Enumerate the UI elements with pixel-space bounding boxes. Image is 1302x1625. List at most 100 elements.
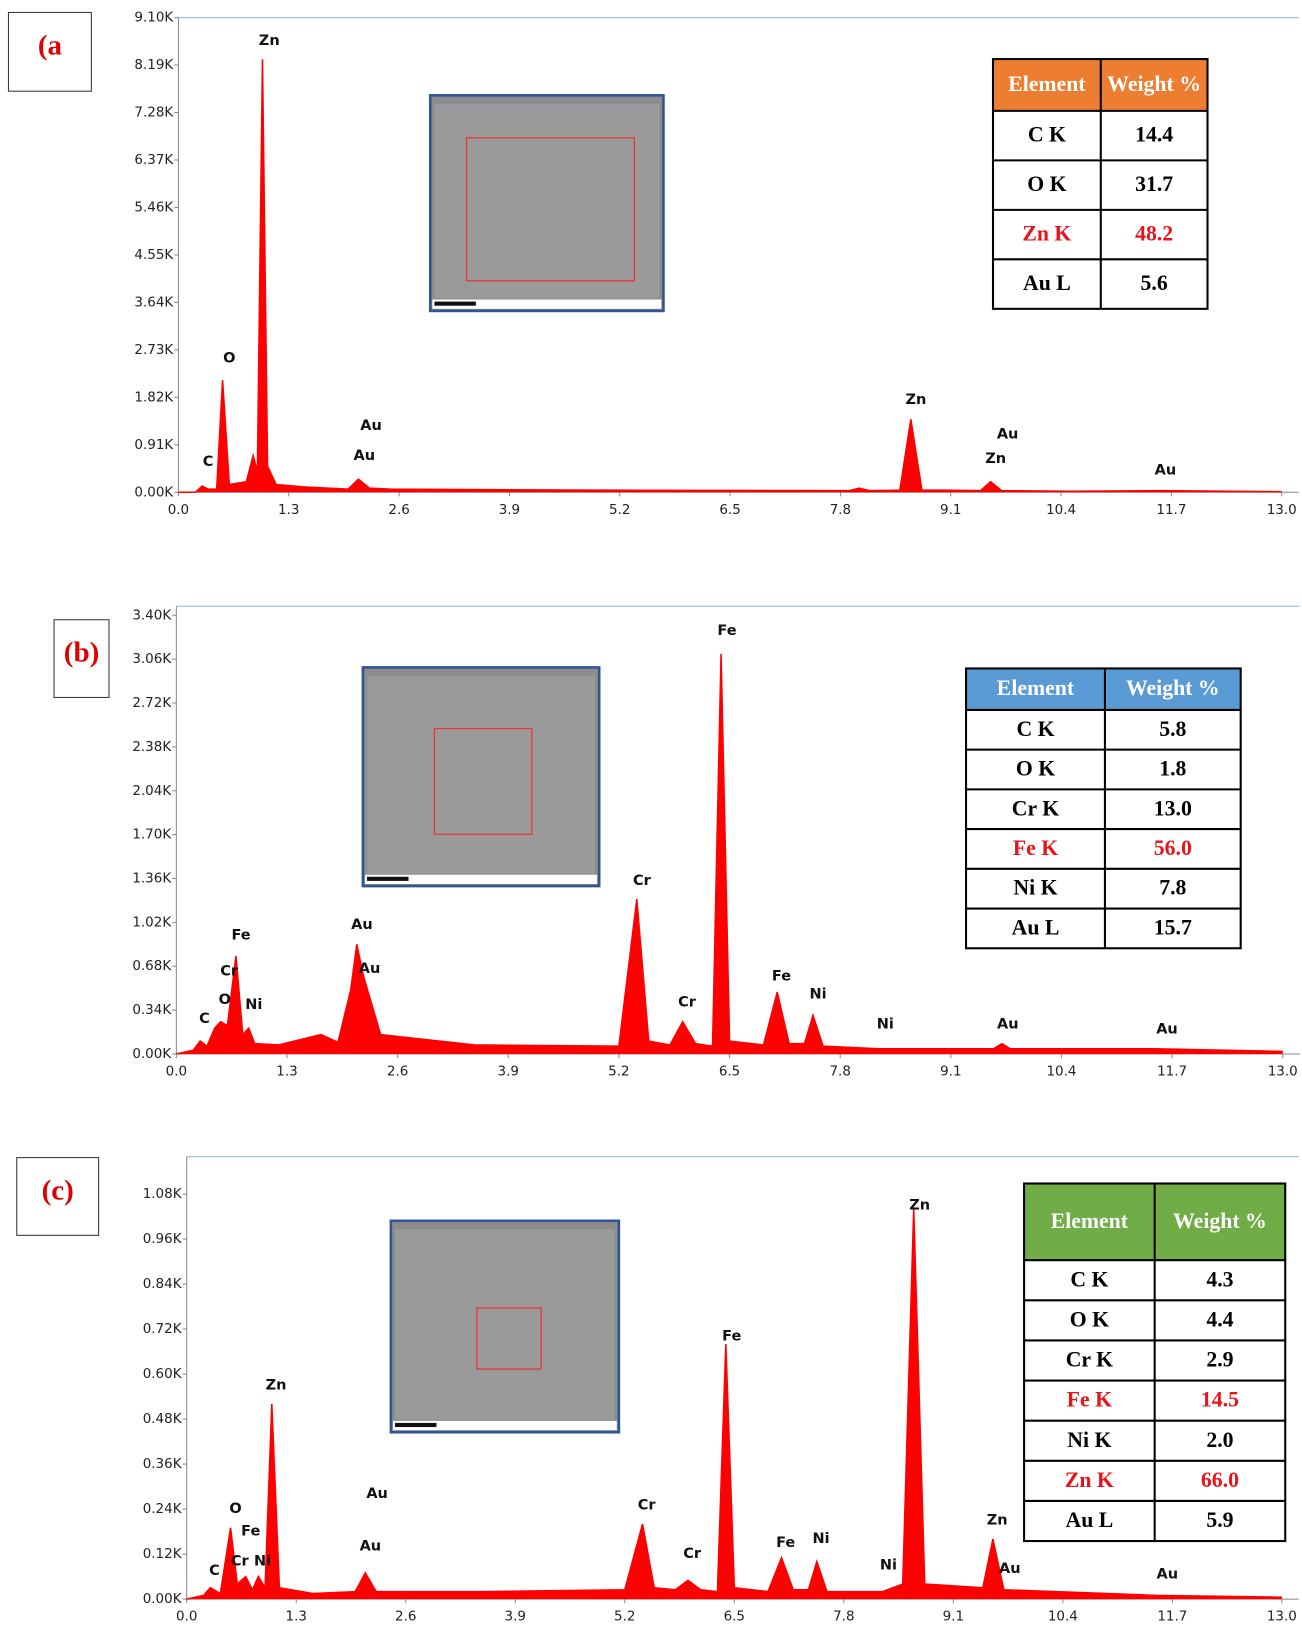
x-tick-label: 1.3 [276, 1064, 297, 1080]
x-tick-label: 10.4 [1046, 1064, 1076, 1080]
table-cell: Cr K [1012, 796, 1059, 820]
figure: 0.00K0.91K1.82K2.73K3.64K4.55K5.46K6.37K… [0, 0, 1302, 1625]
peak-label: C [203, 454, 214, 470]
y-tick-label: 2.72K [132, 695, 172, 711]
peak-label: C [199, 1011, 210, 1027]
x-tick-label: 0.0 [166, 1064, 187, 1080]
peak-label: Au [359, 961, 381, 977]
y-tick-label: 4.55K [134, 247, 174, 263]
y-tick-label: 0.34K [132, 1002, 172, 1018]
y-tick-label: 3.40K [132, 607, 172, 623]
y-tick-label: 0.00K [134, 484, 174, 500]
x-tick-label: 10.4 [1048, 1609, 1078, 1625]
y-tick-label: 1.08K [143, 1186, 183, 1202]
peak-label: Ni [877, 1016, 894, 1032]
peak-label: Au [1157, 1566, 1179, 1582]
y-tick-label: 1.82K [134, 389, 174, 405]
x-tick-label: 3.9 [498, 1064, 519, 1080]
table-cell: 13.0 [1154, 796, 1192, 820]
peak-label: Cr [633, 873, 652, 889]
sem-scale-bar [434, 302, 475, 306]
peak-label: Fe [776, 1535, 795, 1551]
peak-label: O [219, 992, 231, 1008]
peak-label: Fe [772, 969, 791, 985]
y-tick-label: 0.36K [143, 1456, 183, 1472]
x-tick-label: 2.6 [395, 1609, 416, 1625]
peak-label: C [209, 1563, 220, 1579]
peak-label: Zn [909, 1197, 930, 1213]
x-tick-label: 6.5 [724, 1609, 745, 1625]
table-cell: Zn K [1065, 1468, 1114, 1492]
table-cell: O K [1027, 172, 1066, 196]
table-cell: Au L [1012, 915, 1060, 939]
peak-label: Cr [638, 1497, 657, 1513]
y-tick-label: 6.37K [134, 152, 174, 168]
y-tick-label: 0.91K [134, 437, 174, 453]
x-tick-label: 2.6 [388, 502, 409, 518]
table-cell: Fe K [1013, 836, 1058, 860]
table-cell: Zn K [1022, 222, 1071, 246]
table-header: Element [997, 676, 1075, 700]
table-cell: O K [1070, 1307, 1109, 1331]
peak-label: Au [360, 418, 382, 434]
y-tick-label: 5.46K [134, 199, 174, 215]
panel-label: (c) [42, 1174, 74, 1206]
y-tick-label: 2.04K [132, 783, 172, 799]
y-tick-label: 0.68K [132, 958, 172, 974]
y-tick-label: 3.06K [132, 651, 172, 667]
table-cell: Fe K [1067, 1388, 1112, 1412]
sem-inset-image [367, 676, 595, 874]
table-cell: 31.7 [1135, 172, 1173, 196]
table-cell: 2.0 [1206, 1428, 1233, 1452]
peak-label: Zn [987, 1512, 1008, 1528]
x-tick-label: 11.7 [1157, 1609, 1187, 1625]
sem-inset-image [434, 104, 659, 299]
peak-label: Zn [985, 451, 1006, 467]
y-tick-label: 1.02K [132, 914, 172, 930]
peak-label: Cr [231, 1554, 250, 1570]
peak-label: Ni [880, 1557, 897, 1573]
panel-label: (b) [64, 637, 99, 669]
peak-label: Au [1155, 462, 1177, 478]
x-tick-label: 6.5 [719, 502, 740, 518]
peak-label: Ni [245, 997, 262, 1013]
sem-scale-bar [395, 1423, 436, 1427]
x-tick-label: 1.3 [286, 1609, 307, 1625]
peak-label: Cr [683, 1546, 702, 1562]
table-cell: Ni K [1067, 1428, 1111, 1452]
peak-label: Au [997, 426, 1019, 442]
table-cell: 4.4 [1206, 1307, 1233, 1331]
panel-label: (a [38, 29, 63, 61]
y-tick-label: 0.72K [143, 1321, 183, 1337]
peak-label: Ni [254, 1554, 271, 1570]
y-tick-label: 8.19K [134, 57, 174, 73]
y-tick-label: 3.64K [134, 294, 174, 310]
table-cell: 15.7 [1154, 915, 1192, 939]
peak-label: Au [997, 1016, 1019, 1032]
table-cell: 5.9 [1206, 1508, 1233, 1532]
table-cell: 5.8 [1159, 717, 1186, 741]
peak-label: Au [999, 1561, 1021, 1577]
x-tick-label: 7.8 [830, 502, 851, 518]
x-tick-label: 7.8 [829, 1064, 850, 1080]
table-cell: 4.3 [1206, 1267, 1233, 1291]
x-tick-label: 6.5 [719, 1064, 740, 1080]
table-cell: O K [1016, 757, 1055, 781]
y-tick-label: 0.00K [132, 1046, 172, 1062]
table-cell: 5.6 [1141, 271, 1168, 295]
y-tick-label: 7.28K [134, 105, 174, 121]
sem-inset-image [395, 1229, 615, 1420]
x-tick-label: 2.6 [387, 1064, 408, 1080]
table-cell: Au L [1066, 1508, 1114, 1532]
x-tick-label: 9.1 [940, 1064, 961, 1080]
x-tick-label: 5.2 [614, 1609, 635, 1625]
y-tick-label: 9.10K [134, 10, 174, 26]
x-tick-label: 13.0 [1268, 1064, 1298, 1080]
peak-label: Ni [813, 1531, 830, 1547]
spectrum-line [176, 654, 1282, 1054]
table-cell: 2.9 [1206, 1348, 1233, 1372]
table-header: Element [1008, 72, 1086, 96]
peak-label: Zn [906, 392, 927, 408]
x-tick-label: 11.7 [1157, 1064, 1187, 1080]
y-tick-label: 1.70K [132, 827, 172, 843]
